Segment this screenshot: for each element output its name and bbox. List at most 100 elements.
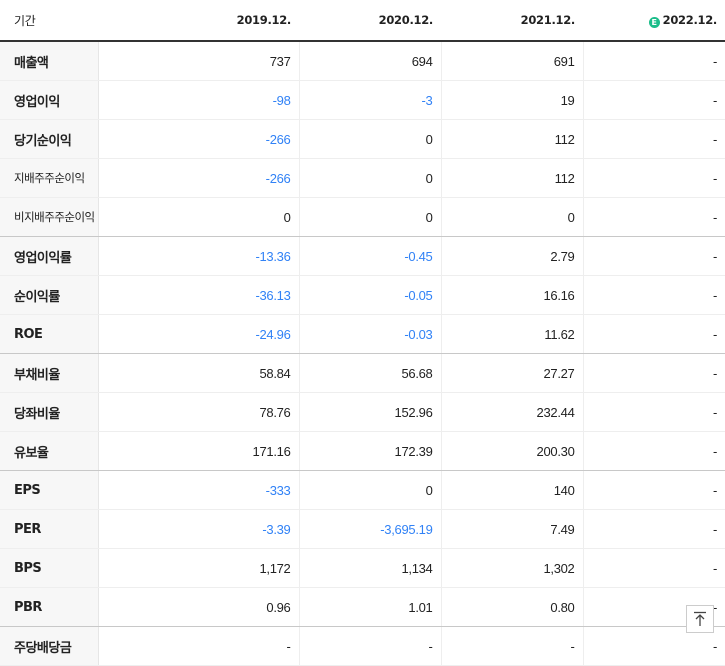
value-cell: 0 xyxy=(299,119,442,159)
row-label: PBR xyxy=(0,587,99,627)
value-cell: 140 xyxy=(441,470,584,510)
value-cell: - xyxy=(98,626,300,666)
value-cell: -266 xyxy=(98,158,300,198)
value-cell: - xyxy=(583,119,725,159)
row-label: 유보율 xyxy=(0,431,99,471)
value-cell: 19 xyxy=(441,80,584,120)
value-cell: 0 xyxy=(441,197,584,237)
value-cell: 112 xyxy=(441,119,584,159)
value-cell: 27.27 xyxy=(441,353,584,393)
value-cell: -0.05 xyxy=(299,275,442,315)
value-cell: 58.84 xyxy=(98,353,300,393)
value-cell: 1.01 xyxy=(299,587,442,627)
value-cell: - xyxy=(583,275,725,315)
value-cell: 2.79 xyxy=(441,236,584,276)
table-row: 주당배당금 - - - - xyxy=(0,626,725,666)
value-cell: -98 xyxy=(98,80,300,120)
value-cell: -0.03 xyxy=(299,314,442,354)
value-cell: - xyxy=(583,314,725,354)
row-label: 순이익률 xyxy=(0,275,99,315)
row-label: 영업이익률 xyxy=(0,236,99,276)
value-cell: -3 xyxy=(299,80,442,120)
table-row: 유보율 171.16 172.39 200.30- xyxy=(0,431,725,471)
value-cell: - xyxy=(299,626,442,666)
value-cell: - xyxy=(583,41,725,81)
year-header: 2019.12. xyxy=(98,0,299,42)
table-row: ROE -24.96 -0.03 11.62- xyxy=(0,314,725,354)
table-row: EPS -333 0 140- xyxy=(0,470,725,510)
value-cell: -266 xyxy=(98,119,300,159)
value-cell: - xyxy=(583,431,725,471)
value-cell: 1,134 xyxy=(299,548,442,588)
scroll-top-button[interactable] xyxy=(686,605,714,633)
row-label: 비지배주주순이익 xyxy=(0,197,99,237)
value-cell: 171.16 xyxy=(98,431,300,471)
row-label: 지배주주순이익 xyxy=(0,158,99,198)
row-label: 영업이익 xyxy=(0,80,99,120)
table-row: 영업이익률 -13.36 -0.45 2.79- xyxy=(0,236,725,276)
value-cell: -36.13 xyxy=(98,275,300,315)
value-cell: 152.96 xyxy=(299,392,442,432)
year-header: 2021.12. xyxy=(441,0,583,42)
row-label: PER xyxy=(0,509,99,549)
value-cell: 11.62 xyxy=(441,314,584,354)
value-cell: - xyxy=(583,236,725,276)
table-row: 당좌비율 78.76 152.96 232.44- xyxy=(0,392,725,432)
table-row: BPS 1,172 1,134 1,302- xyxy=(0,548,725,588)
value-cell: - xyxy=(583,470,725,510)
value-cell: 0 xyxy=(299,470,442,510)
value-cell: 56.68 xyxy=(299,353,442,393)
row-label: EPS xyxy=(0,470,99,510)
table-row: 비지배주주순이익 0 0 0- xyxy=(0,197,725,237)
value-cell: - xyxy=(583,509,725,549)
table-row: 당기순이익 -266 0 112- xyxy=(0,119,725,159)
value-cell: 172.39 xyxy=(299,431,442,471)
year-header-label: 2022.12. xyxy=(662,12,718,27)
row-label: 매출액 xyxy=(0,41,99,81)
table-header-row: 기간 2019.12. 2020.12. 2021.12. E 2022.12. xyxy=(0,0,725,42)
value-cell: 16.16 xyxy=(441,275,584,315)
value-cell: 7.49 xyxy=(441,509,584,549)
value-cell: 737 xyxy=(98,41,300,81)
value-cell: -333 xyxy=(98,470,300,510)
row-label: 부채비율 xyxy=(0,353,99,393)
value-cell: 1,172 xyxy=(98,548,300,588)
table-row: 부채비율 58.84 56.68 27.27- xyxy=(0,353,725,393)
value-cell: 0 xyxy=(98,197,300,237)
value-cell: -24.96 xyxy=(98,314,300,354)
table-row: PBR 0.96 1.01 0.80- xyxy=(0,587,725,627)
table-row: 매출액 737 694 691- xyxy=(0,41,725,81)
value-cell: 200.30 xyxy=(441,431,584,471)
value-cell: 0.80 xyxy=(441,587,584,627)
value-cell: 1,302 xyxy=(441,548,584,588)
value-cell: -3.39 xyxy=(98,509,300,549)
arrow-up-to-line-icon xyxy=(694,611,706,626)
value-cell: 0 xyxy=(299,197,442,237)
year-header-estimate: E 2022.12. xyxy=(583,0,725,42)
value-cell: - xyxy=(441,626,584,666)
value-cell: - xyxy=(583,353,725,393)
table-row: 영업이익 -98 -3 19- xyxy=(0,80,725,120)
value-cell: 78.76 xyxy=(98,392,300,432)
value-cell: - xyxy=(583,392,725,432)
estimate-icon: E xyxy=(648,16,660,28)
value-cell: 694 xyxy=(299,41,442,81)
row-label: 당기순이익 xyxy=(0,119,99,159)
value-cell: - xyxy=(583,197,725,237)
value-cell: 0 xyxy=(299,158,442,198)
value-cell: -13.36 xyxy=(98,236,300,276)
period-header: 기간 xyxy=(0,0,98,42)
table-row: PER -3.39 -3,695.19 7.49- xyxy=(0,509,725,549)
row-label: ROE xyxy=(0,314,99,354)
value-cell: - xyxy=(583,548,725,588)
value-cell: -0.45 xyxy=(299,236,442,276)
value-cell: 0.96 xyxy=(98,587,300,627)
value-cell: 112 xyxy=(441,158,584,198)
year-header: 2020.12. xyxy=(299,0,441,42)
value-cell: 232.44 xyxy=(441,392,584,432)
value-cell: -3,695.19 xyxy=(299,509,442,549)
table-row: 지배주주순이익 -266 0 112- xyxy=(0,158,725,198)
row-label: 당좌비율 xyxy=(0,392,99,432)
value-cell: - xyxy=(583,158,725,198)
